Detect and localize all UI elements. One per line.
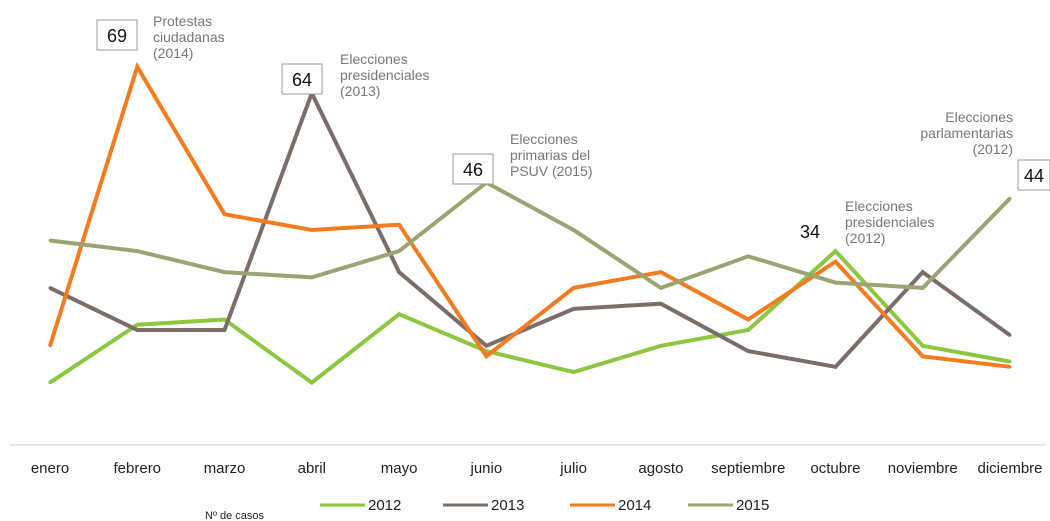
annotation-text: Elecciones presidenciales (2013) [340, 51, 430, 99]
data-point-2013-mayo [397, 270, 401, 274]
data-point-2014-marzo [223, 212, 227, 216]
x-tick-mayo: mayo [381, 460, 418, 477]
legend-label-2013: 2013 [491, 497, 524, 514]
data-point-2013-agosto [659, 302, 663, 306]
series-layer [48, 61, 1012, 386]
x-tick-abril: abril [298, 460, 326, 477]
peak-value-box [1017, 159, 1050, 191]
x-tick-marzo: marzo [204, 460, 246, 477]
data-point-2013-octubre [833, 365, 837, 369]
data-point-2013-septiembre [746, 349, 750, 353]
data-point-2014-septiembre [746, 317, 750, 321]
data-point-2012-septiembre [746, 328, 750, 332]
legend-item-2014: 2014 [570, 497, 651, 514]
data-point-2015-julio [572, 228, 576, 232]
legend-label-2012: 2012 [368, 497, 401, 514]
series-2014 [48, 61, 1012, 369]
data-point-2012-febrero [135, 323, 139, 327]
data-point-2015-agosto [659, 286, 663, 290]
x-tick-julio: julio [559, 460, 587, 477]
annotation-a1: 69 Protestas ciudadanas (2014) [96, 13, 225, 61]
peak-value-label: 46 [463, 160, 483, 180]
data-point-2015-abril [310, 275, 314, 279]
data-point-2013-febrero [135, 328, 139, 332]
data-point-2014-febrero [135, 65, 139, 69]
series-line-2013 [49, 88, 1012, 369]
data-point-2013-junio [484, 344, 488, 348]
peak-value-box [281, 63, 323, 95]
annotations: 69 Protestas ciudadanas (2014) 64 Elecciones p… [96, 13, 1050, 246]
data-point-2013-diciembre [1008, 333, 1012, 337]
data-point-2013-enero [48, 286, 52, 290]
x-tick-noviembre: noviembre [888, 460, 958, 477]
peak-value-label: 34 [800, 222, 820, 242]
x-tick-septiembre: septiembre [711, 460, 785, 477]
annotation-a5: 44 Elecciones parlamentarias (2012) [920, 109, 1050, 191]
data-point-2015-marzo [223, 270, 227, 274]
data-point-2012-enero [48, 381, 52, 385]
annotation-a3: 46 Elecciones primarias del PSUV (2015) [452, 131, 592, 185]
peak-value-label: 69 [107, 26, 127, 46]
annotation-text: Elecciones parlamentarias (2012) [920, 109, 1013, 157]
data-point-2012-octubre [833, 249, 837, 253]
series-line-2014 [48, 61, 1011, 369]
data-point-2012-diciembre [1008, 360, 1012, 364]
data-point-2012-abril [310, 381, 314, 385]
legend-item-2013: 2013 [443, 497, 524, 514]
annotation-text: Protestas ciudadanas (2014) [153, 13, 225, 61]
data-point-2013-julio [572, 307, 576, 311]
data-point-2012-agosto [659, 344, 663, 348]
x-tick-junio: junio [470, 460, 503, 477]
data-point-2014-junio [484, 354, 488, 358]
data-point-2014-enero [48, 344, 52, 348]
data-point-2012-julio [572, 370, 576, 374]
data-point-2015-noviembre [921, 286, 925, 290]
data-point-2014-agosto [659, 270, 663, 274]
x-tick-octubre: octubre [810, 460, 860, 477]
data-point-2015-febrero [135, 249, 139, 253]
data-point-2014-noviembre [921, 354, 925, 358]
data-point-2015-mayo [397, 249, 401, 253]
data-point-2015-septiembre [746, 254, 750, 258]
data-point-2014-abril [310, 228, 314, 232]
annotation-a2: 64 Elecciones presidenciales (2013) [281, 51, 430, 99]
data-point-2012-noviembre [921, 344, 925, 348]
peak-value-box [452, 153, 494, 185]
annotation-text: Elecciones presidenciales (2012) [845, 198, 935, 246]
legend-item-2015: 2015 [688, 497, 769, 514]
legend-label-2014: 2014 [618, 497, 651, 514]
annotation-a4: 34 Elecciones presidenciales (2012) [800, 198, 935, 246]
data-point-2014-diciembre [1008, 365, 1012, 369]
data-point-2014-mayo [397, 223, 401, 227]
x-tick-agosto: agosto [638, 460, 683, 477]
legend: Nº de casos 2012 2013 2014 2015 [205, 497, 769, 521]
peak-value-label: 64 [292, 70, 312, 90]
x-tick-enero: enero [31, 460, 69, 477]
legend-item-2012: 2012 [320, 497, 401, 514]
data-point-2014-octubre [833, 260, 837, 264]
data-point-2015-enero [48, 239, 52, 243]
data-point-2015-diciembre [1008, 196, 1012, 200]
data-point-2015-octubre [833, 281, 837, 285]
data-point-2012-mayo [397, 312, 401, 316]
series-line-2015 [49, 180, 1012, 291]
x-tick-labels: enero febrero marzo abril mayo junio julio agos… [31, 460, 1043, 477]
series-line-2012 [48, 248, 1011, 386]
x-tick-diciembre: diciembre [977, 460, 1042, 477]
series-2012 [48, 248, 1012, 386]
data-point-2012-marzo [223, 317, 227, 321]
peak-value-box [96, 19, 138, 51]
annotation-text: Elecciones primarias del PSUV (2015) [510, 131, 592, 179]
legend-title: Nº de casos [205, 510, 265, 521]
peak-value-label: 44 [1024, 166, 1044, 186]
x-tick-febrero: febrero [114, 460, 162, 477]
legend-label-2015: 2015 [736, 497, 769, 514]
data-point-2014-julio [572, 286, 576, 290]
data-point-2013-noviembre [921, 270, 925, 274]
data-point-2013-marzo [223, 328, 227, 332]
